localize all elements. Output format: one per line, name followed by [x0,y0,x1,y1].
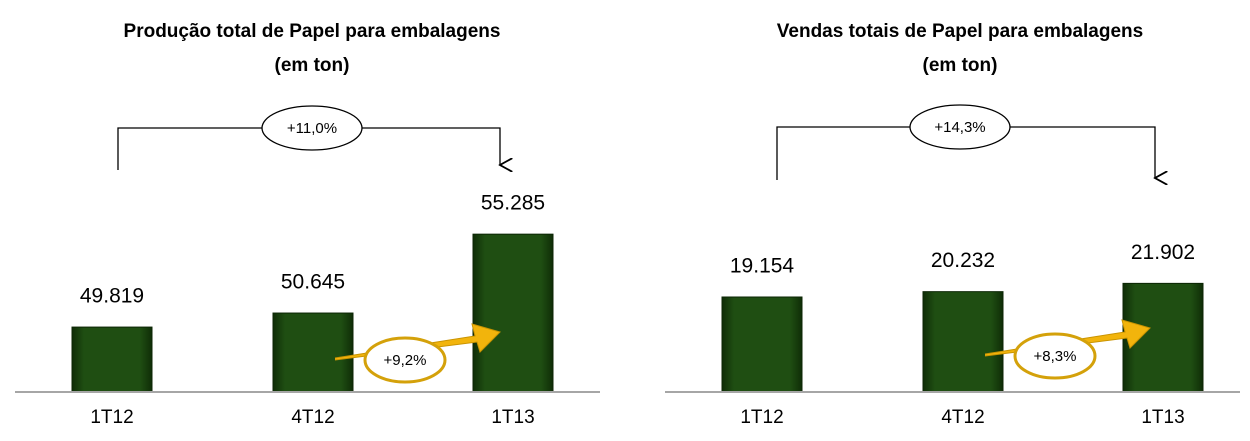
bar [1122,282,1204,393]
bar [721,296,803,393]
annotation-ellipse [261,105,363,151]
annotation: +11,0% [287,120,337,137]
chart-subtitle: (em ton) [923,55,998,76]
bar [922,291,1004,393]
value-label: 19.154 [730,255,795,278]
x-tick-label: 4T12 [291,407,334,428]
x-tick-label: 1T12 [740,407,783,428]
x-tick-label: 4T12 [941,407,984,428]
chart-title: Vendas totais de Papel para embalagens [777,21,1143,42]
chart-subtitle: (em ton) [275,55,350,76]
x-tick-label: 1T13 [1141,407,1184,428]
annotation-ellipse [1013,332,1097,380]
annotation-ellipse [363,336,447,384]
value-label: 20.232 [931,249,995,272]
value-label: 49.819 [80,285,144,308]
annotation: +8,3% [1034,348,1077,365]
growth-arrow [334,323,501,361]
x-tick-label: 1T13 [491,407,534,428]
value-label: 21.902 [1131,241,1195,264]
bar [71,326,153,393]
bar [272,312,354,393]
value-label: 55.285 [481,192,545,215]
x-tick-label: 1T12 [90,407,133,428]
growth-arrow [984,319,1151,357]
annotation-ellipse [909,104,1011,150]
bar [472,233,554,393]
annotation: +14,3% [934,119,985,136]
chart-title: Produção total de Papel para embalagens [124,21,501,42]
value-label: 50.645 [281,271,345,294]
annotation: +9,2% [384,352,427,369]
